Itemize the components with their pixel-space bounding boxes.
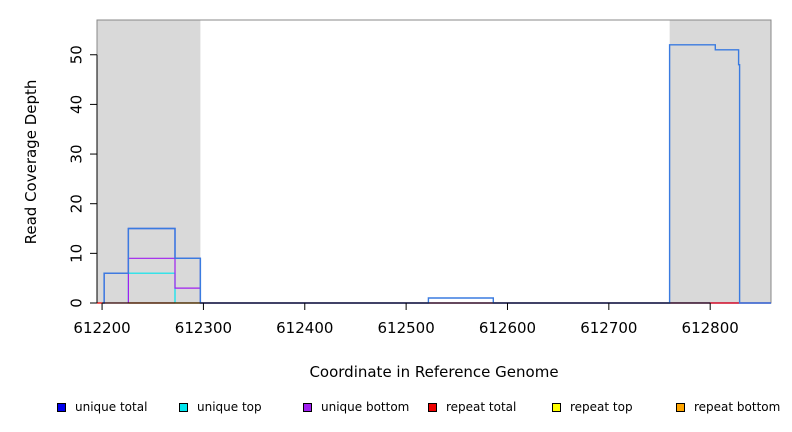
shaded-region-0: [97, 20, 201, 303]
shaded-region-1: [669, 20, 771, 303]
x-tick-label: 612700: [580, 319, 637, 337]
x-tick-label: 612300: [175, 319, 232, 337]
y-tick-label: 10: [68, 244, 86, 263]
legend-item-repeat-top: repeat top: [552, 400, 633, 414]
legend-label: unique total: [75, 400, 148, 414]
legend-label: unique bottom: [321, 400, 410, 414]
legend-swatch: [676, 402, 685, 412]
y-tick-label: 0: [68, 298, 86, 308]
x-tick-label: 612600: [479, 319, 536, 337]
legend-swatch: [57, 402, 66, 412]
x-tick-label: 612800: [682, 319, 739, 337]
x-tick-label: 612400: [276, 319, 333, 337]
y-axis-label: Read Coverage Depth: [22, 80, 40, 245]
axes: 612200 612300 612400 612500 612600 612700 6128…: [68, 45, 739, 337]
legend-item-unique-total: unique total: [57, 400, 147, 414]
legend-item-repeat-total: repeat total: [428, 400, 516, 414]
shaded-regions: [97, 20, 771, 303]
legend-label: unique top: [197, 400, 262, 414]
y-tick-label: 20: [68, 194, 86, 213]
legend-item-repeat-bottom: repeat bottom: [676, 400, 780, 414]
y-tick-label: 40: [68, 95, 86, 114]
legend-swatch: [179, 402, 188, 412]
legend-label: repeat bottom: [694, 400, 781, 414]
legend-label: repeat total: [446, 400, 517, 414]
legend: unique total unique top unique bottom repea…: [0, 400, 792, 420]
x-axis-label: Coordinate in Reference Genome: [309, 363, 558, 381]
x-tick-label: 612500: [377, 319, 434, 337]
legend-item-unique-bottom: unique bottom: [303, 400, 409, 414]
legend-swatch: [552, 402, 561, 412]
y-tick-label: 50: [68, 45, 86, 64]
x-tick-label: 612200: [73, 319, 130, 337]
legend-item-unique-top: unique top: [179, 400, 262, 414]
series-line-combined-coverage: [103, 44, 771, 304]
legend-label: repeat top: [570, 400, 633, 414]
legend-swatch: [428, 402, 437, 412]
legend-swatch: [303, 402, 312, 412]
y-tick-label: 30: [68, 145, 86, 164]
